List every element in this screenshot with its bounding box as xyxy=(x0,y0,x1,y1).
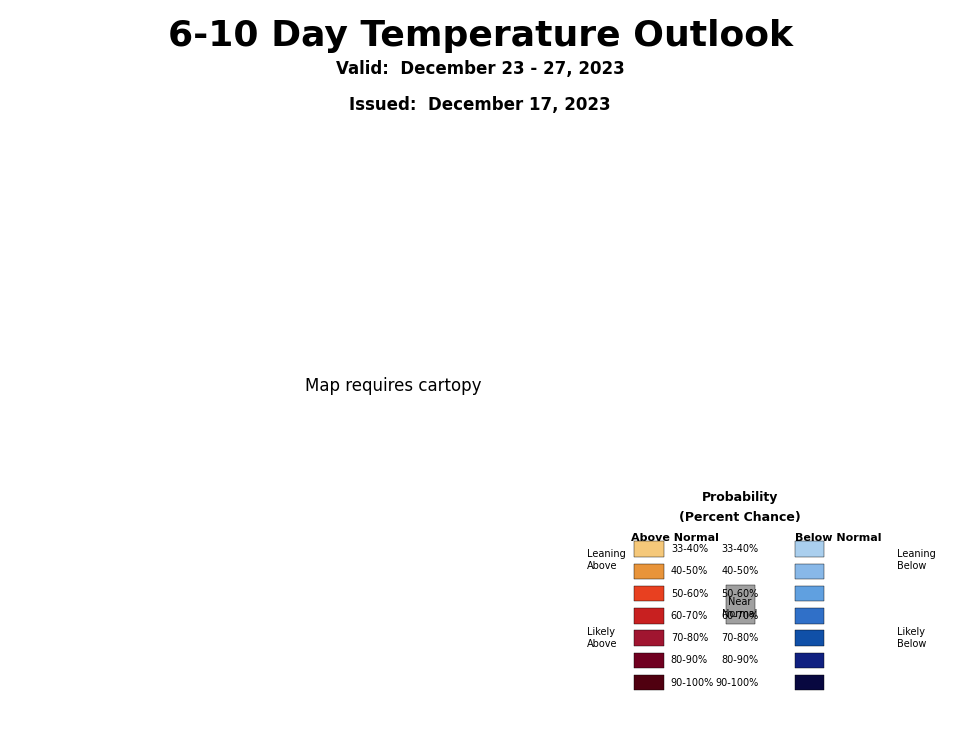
Text: Probability: Probability xyxy=(702,491,779,505)
Text: Above Normal: Above Normal xyxy=(631,533,718,543)
FancyBboxPatch shape xyxy=(726,585,755,623)
Text: 90-100%: 90-100% xyxy=(715,677,758,688)
FancyBboxPatch shape xyxy=(635,564,663,579)
Text: Issued:  December 17, 2023: Issued: December 17, 2023 xyxy=(349,96,611,114)
Text: Map requires cartopy: Map requires cartopy xyxy=(305,377,482,395)
Text: 33-40%: 33-40% xyxy=(671,544,708,554)
Text: 40-50%: 40-50% xyxy=(671,566,708,577)
FancyBboxPatch shape xyxy=(795,564,824,579)
Text: Likely
Above: Likely Above xyxy=(587,627,617,649)
Text: 33-40%: 33-40% xyxy=(721,544,758,554)
Text: Valid:  December 23 - 27, 2023: Valid: December 23 - 27, 2023 xyxy=(336,60,624,78)
FancyBboxPatch shape xyxy=(635,542,663,556)
Text: 70-80%: 70-80% xyxy=(671,633,708,643)
FancyBboxPatch shape xyxy=(635,608,663,623)
Text: Leaning
Above: Leaning Above xyxy=(587,549,626,571)
FancyBboxPatch shape xyxy=(795,653,824,669)
FancyBboxPatch shape xyxy=(795,586,824,601)
Text: Near
Normal: Near Normal xyxy=(723,597,757,619)
FancyBboxPatch shape xyxy=(635,586,663,601)
Text: 60-70%: 60-70% xyxy=(721,611,758,621)
FancyBboxPatch shape xyxy=(635,675,663,690)
Text: 50-60%: 50-60% xyxy=(671,588,708,599)
FancyBboxPatch shape xyxy=(635,631,663,646)
Text: 70-80%: 70-80% xyxy=(721,633,758,643)
Text: 90-100%: 90-100% xyxy=(671,677,714,688)
Text: 80-90%: 80-90% xyxy=(671,655,708,666)
Text: Likely
Below: Likely Below xyxy=(897,627,926,649)
Text: 6-10 Day Temperature Outlook: 6-10 Day Temperature Outlook xyxy=(167,19,793,53)
FancyBboxPatch shape xyxy=(795,631,824,646)
Text: 40-50%: 40-50% xyxy=(721,566,758,577)
FancyBboxPatch shape xyxy=(795,608,824,623)
FancyBboxPatch shape xyxy=(795,675,824,690)
Text: Leaning
Below: Leaning Below xyxy=(897,549,936,571)
Text: Below Normal: Below Normal xyxy=(796,533,882,543)
Text: (Percent Chance): (Percent Chance) xyxy=(680,511,801,525)
Text: 60-70%: 60-70% xyxy=(671,611,708,621)
FancyBboxPatch shape xyxy=(795,542,824,556)
Text: 50-60%: 50-60% xyxy=(721,588,758,599)
FancyBboxPatch shape xyxy=(635,653,663,669)
Text: 80-90%: 80-90% xyxy=(721,655,758,666)
